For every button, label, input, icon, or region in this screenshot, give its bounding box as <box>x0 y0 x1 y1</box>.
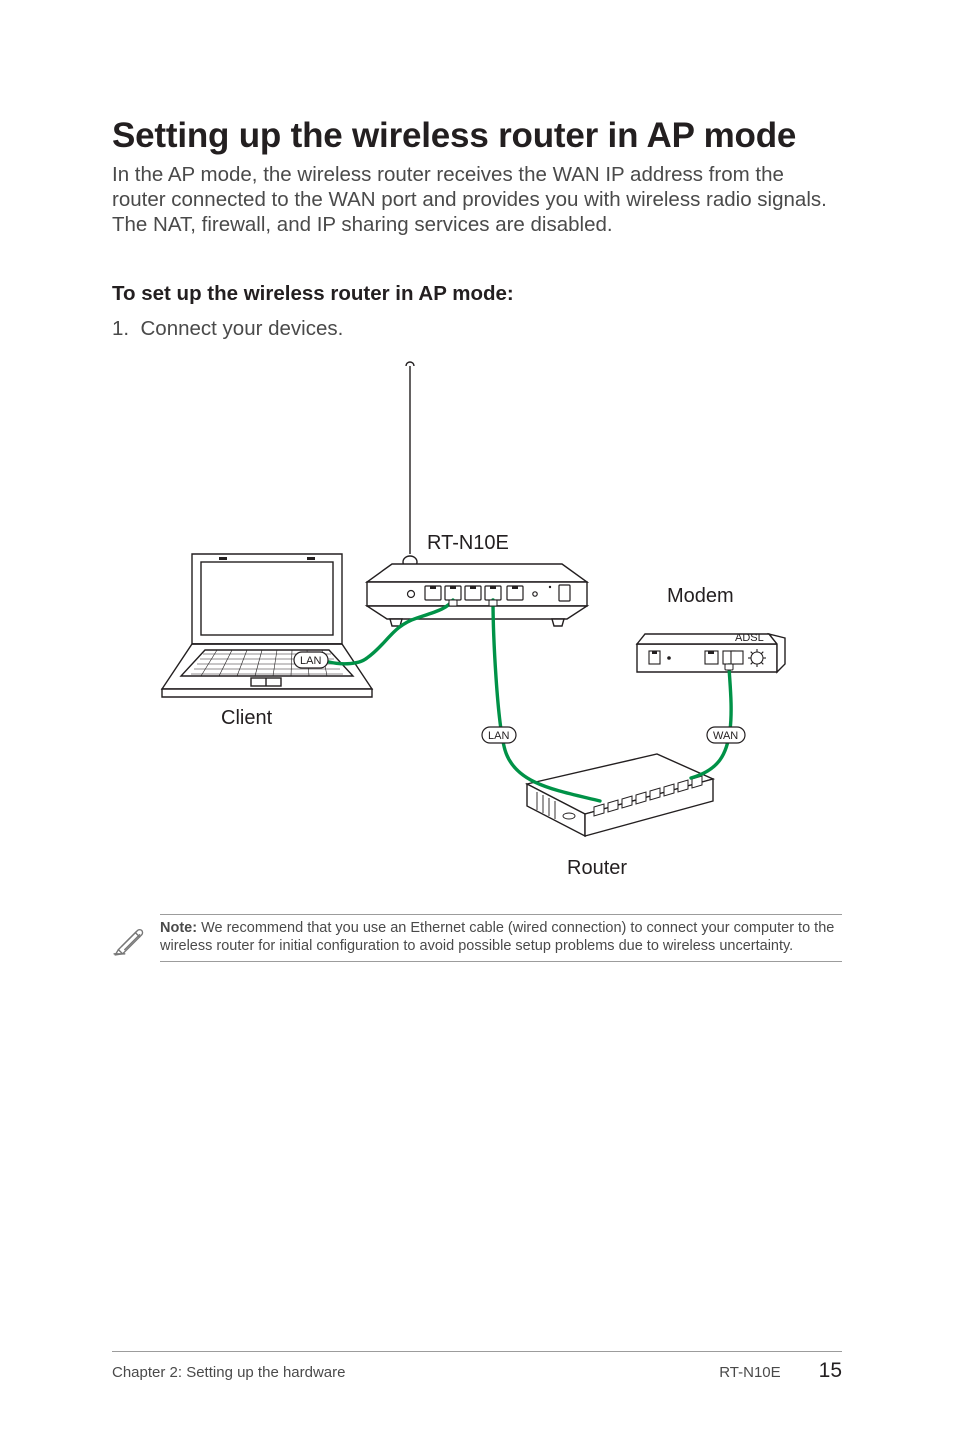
footer-divider <box>112 1351 842 1352</box>
divider <box>160 961 842 962</box>
footer-model: RT-N10E <box>719 1364 780 1381</box>
note-body: We recommend that you use an Ethernet ca… <box>160 920 834 954</box>
page-footer: Chapter 2: Setting up the hardware RT-N1… <box>112 1359 842 1383</box>
note-block: Note: We recommend that you use an Ether… <box>160 907 842 969</box>
label-lan-2: LAN <box>488 730 509 742</box>
note-label: Note: <box>160 920 197 936</box>
label-client: Client <box>221 707 273 729</box>
connection-diagram: RT-N10E <box>112 354 842 889</box>
step-1-number: 1. <box>112 317 141 340</box>
procedure-heading: To set up the wireless router in AP mode… <box>112 282 842 306</box>
label-rt-n10e: RT-N10E <box>427 532 509 554</box>
page-title: Setting up the wireless router in AP mod… <box>112 116 842 156</box>
step-1: 1. Connect your devices. <box>112 317 842 341</box>
pencil-icon <box>112 922 146 956</box>
footer-chapter: Chapter 2: Setting up the hardware <box>112 1364 345 1381</box>
label-lan-1: LAN <box>300 655 321 667</box>
note-text: Note: We recommend that you use an Ether… <box>160 920 842 955</box>
intro-text: In the AP mode, the wireless router rece… <box>112 162 842 237</box>
label-modem: Modem <box>667 585 734 607</box>
label-router: Router <box>567 857 627 879</box>
label-adsl: ADSL <box>735 632 764 644</box>
label-wan: WAN <box>713 730 738 742</box>
step-1-text: Connect your devices. <box>141 317 344 340</box>
footer-page-number: 15 <box>819 1359 842 1383</box>
